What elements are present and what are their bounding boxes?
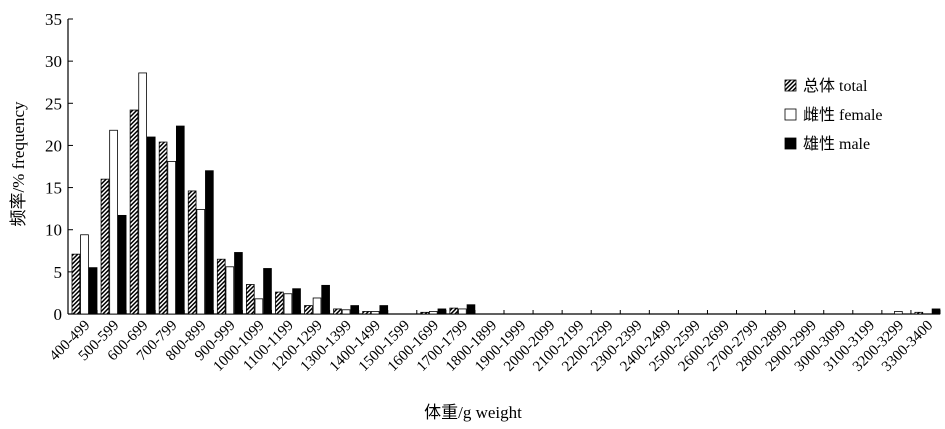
bar-hatched bbox=[275, 291, 284, 315]
bar-white bbox=[254, 298, 264, 315]
y-tick-label: 35 bbox=[45, 10, 62, 29]
y-axis: 0 5 10 15 20 25 30 35 bbox=[45, 10, 73, 324]
legend-label: 雄性 male bbox=[803, 135, 870, 153]
bar-black bbox=[234, 252, 243, 315]
y-axis-title: 频率/% frequency bbox=[9, 101, 28, 227]
bar-white bbox=[428, 311, 438, 315]
bar-black bbox=[379, 305, 389, 315]
bar-white bbox=[894, 311, 903, 315]
bar-hatched bbox=[333, 308, 342, 315]
y-tick-label: 10 bbox=[45, 221, 62, 240]
x-axis-title: 体重/g weight bbox=[424, 403, 522, 422]
bar-black bbox=[350, 305, 359, 315]
bar-black bbox=[88, 267, 98, 315]
bar-black bbox=[437, 308, 447, 315]
bar-white bbox=[138, 72, 147, 315]
bar-white bbox=[167, 161, 177, 315]
bar-black bbox=[321, 284, 330, 315]
bar-hatched bbox=[129, 109, 139, 315]
legend-swatch-black bbox=[784, 137, 797, 150]
bar-hatched bbox=[71, 253, 81, 315]
x-axis: 400-499500-599600-699700-799800-899900-9… bbox=[47, 310, 941, 375]
legend-label: 总体 total bbox=[803, 77, 868, 95]
bar-black bbox=[931, 308, 941, 315]
bar-hatched bbox=[245, 284, 255, 315]
bar-black bbox=[117, 214, 127, 315]
y-tick-label: 15 bbox=[45, 179, 62, 198]
bar-hatched bbox=[304, 305, 313, 315]
bar-hatched bbox=[216, 258, 226, 315]
y-tick-label: 0 bbox=[54, 305, 63, 324]
bar-black bbox=[146, 136, 156, 315]
bar-hatched bbox=[158, 141, 168, 315]
bar-black bbox=[263, 268, 272, 315]
bar-black bbox=[292, 288, 301, 315]
bar-white bbox=[283, 293, 293, 315]
bar-white bbox=[225, 266, 235, 315]
y-tick-label: 20 bbox=[45, 136, 62, 155]
y-tick-label: 30 bbox=[45, 52, 62, 71]
bar-black bbox=[466, 304, 476, 315]
bars bbox=[71, 72, 941, 315]
bar-hatched bbox=[914, 311, 924, 315]
bar-white bbox=[458, 308, 467, 315]
y-tick-label: 5 bbox=[54, 263, 63, 282]
bar-white bbox=[109, 129, 118, 315]
bar-white bbox=[312, 297, 322, 315]
bar-white bbox=[80, 234, 89, 315]
bar-hatched bbox=[100, 178, 110, 315]
bar-hatched bbox=[420, 311, 429, 315]
legend-swatch-hatched bbox=[784, 79, 797, 92]
bar-white bbox=[196, 209, 206, 315]
y-tick-label: 25 bbox=[45, 94, 62, 113]
bar-black bbox=[175, 125, 185, 315]
bar-black bbox=[205, 170, 214, 315]
bar-hatched bbox=[187, 190, 197, 315]
bar-hatched bbox=[362, 311, 371, 315]
legend: 总体 total 雌性 female 雄性 male bbox=[784, 77, 883, 153]
bar-white bbox=[370, 311, 380, 315]
bar-white bbox=[341, 309, 351, 315]
bar-hatched bbox=[449, 307, 459, 315]
legend-swatch-white bbox=[784, 108, 797, 121]
legend-label: 雌性 female bbox=[803, 106, 883, 124]
